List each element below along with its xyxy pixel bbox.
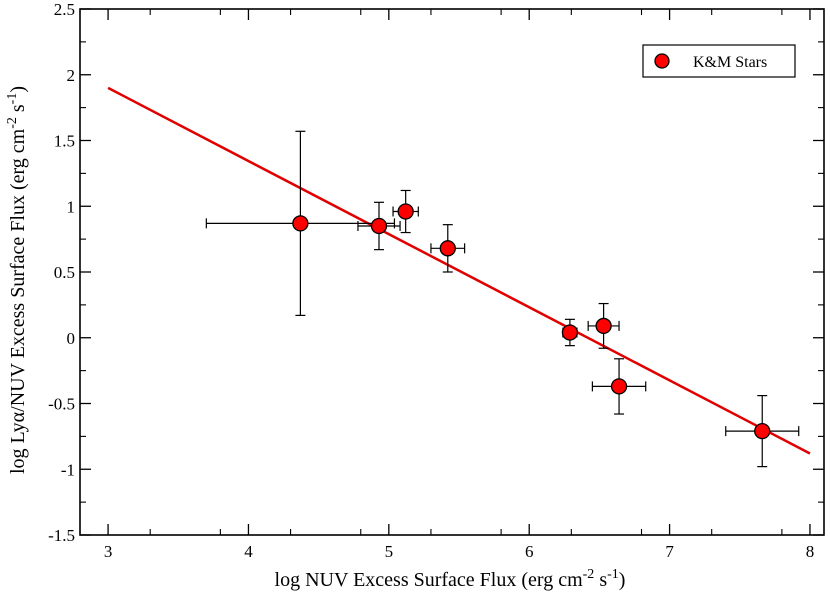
y-axis-ticks: -1.5 -1 -0.5 0 0.5 1 1.5 2 2.5 — [48, 0, 824, 545]
data-point-group — [430, 224, 466, 273]
data-point-group — [205, 130, 396, 316]
y-axis-title-exp2: -1 — [5, 93, 20, 105]
x-tick-label: 3 — [104, 542, 113, 561]
y-axis-title-end: ) — [7, 86, 29, 93]
legend-marker — [654, 53, 670, 69]
data-point — [595, 317, 612, 335]
data-point-group — [561, 318, 579, 347]
data-point — [754, 422, 771, 440]
x-axis-title-end: ) — [619, 569, 626, 591]
data-point — [370, 217, 388, 235]
y-tick-label: 1 — [67, 197, 76, 216]
fit-line — [107, 86, 811, 455]
x-axis-ticks: 3 4 5 6 7 8 — [79, 9, 815, 561]
y-tick-label: 2 — [67, 66, 76, 85]
y-tick-label: 1.5 — [54, 132, 75, 151]
data-point-group — [725, 395, 800, 468]
y-tick-label: -0.5 — [48, 395, 75, 414]
x-tick-label: 5 — [385, 542, 394, 561]
y-tick-label: -1 — [61, 460, 75, 479]
y-tick-label: 2.5 — [54, 0, 75, 19]
y-axis-title-exp1: -2 — [5, 117, 20, 129]
data-point-group — [392, 189, 419, 234]
data-point — [292, 215, 309, 232]
y-axis-title: log Lyα/NUV Excess Surface Flux (erg cm-… — [5, 86, 29, 474]
data-point-group — [591, 358, 647, 415]
data-point — [397, 203, 414, 220]
x-axis-title-exp2: -1 — [607, 567, 619, 582]
x-tick-label: 7 — [665, 542, 674, 561]
y-tick-label: 0.5 — [54, 263, 75, 282]
y-axis-title-main: log Lyα/NUV Excess Surface Flux (erg cm — [7, 128, 29, 474]
legend-label: K&M Stars — [693, 54, 767, 71]
x-tick-label: 4 — [244, 542, 253, 561]
legend: K&M Stars — [642, 44, 796, 78]
x-axis-title-main: log NUV Excess Surface Flux (erg cm — [275, 569, 584, 591]
x-axis-title-mid: s — [594, 569, 607, 591]
y-tick-label: 0 — [67, 329, 76, 348]
data-point — [610, 378, 628, 395]
y-axis-title-mid: s — [7, 104, 29, 117]
x-tick-label: 8 — [806, 542, 815, 561]
data-point — [561, 324, 579, 341]
x-axis-title: log NUV Excess Surface Flux (erg cm-2 s-… — [275, 567, 626, 591]
x-axis-title-exp1: -2 — [583, 567, 595, 582]
data-point — [439, 240, 456, 257]
y-tick-label: -1.5 — [48, 526, 75, 545]
x-tick-label: 6 — [525, 542, 534, 561]
data-points — [205, 130, 800, 468]
data-point-group — [357, 201, 401, 251]
data-point-group — [587, 302, 620, 349]
